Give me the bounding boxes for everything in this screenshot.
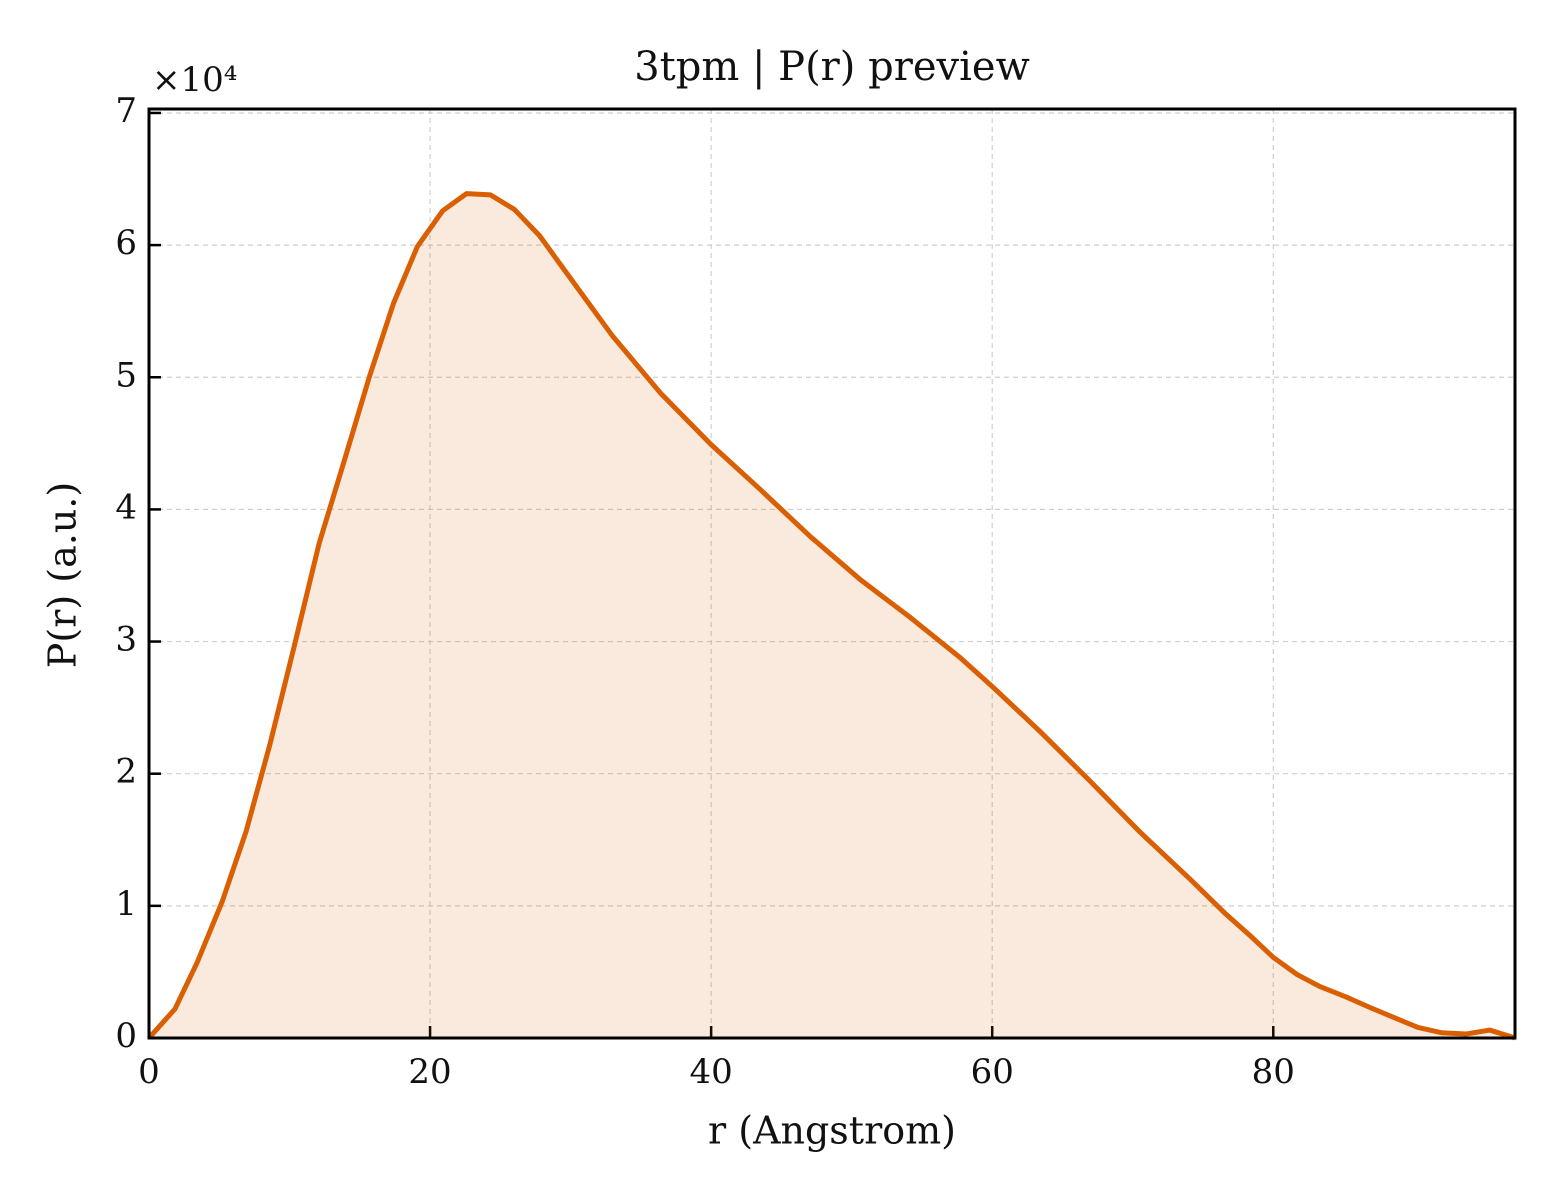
y-tick-label: 3 <box>115 620 137 660</box>
chart-title: 3tpm | P(r) preview <box>634 44 1030 90</box>
x-tick-label: 20 <box>408 1052 451 1092</box>
y-tick-label: 2 <box>115 752 137 792</box>
y-tick-label: 1 <box>115 884 137 924</box>
y-tick-label: 5 <box>115 355 137 395</box>
x-axis-label: r (Angstrom) <box>708 1109 956 1153</box>
x-tick-label: 0 <box>138 1052 160 1092</box>
y-tick-label: 7 <box>115 91 137 131</box>
x-tick-label: 40 <box>690 1052 733 1092</box>
y-tick-label: 6 <box>115 223 137 263</box>
y-offset-label: ×10⁴ <box>152 60 237 100</box>
plot-frame <box>147 107 1517 1040</box>
y-axis-label: P(r) (a.u.) <box>41 482 85 668</box>
area <box>149 193 1515 1038</box>
x-tick-label: 80 <box>1252 1052 1295 1092</box>
x-tick-label: 60 <box>971 1052 1014 1092</box>
y-tick-label: 4 <box>115 487 137 527</box>
line <box>147 191 1516 1041</box>
y-tick-label: 0 <box>115 1016 137 1056</box>
